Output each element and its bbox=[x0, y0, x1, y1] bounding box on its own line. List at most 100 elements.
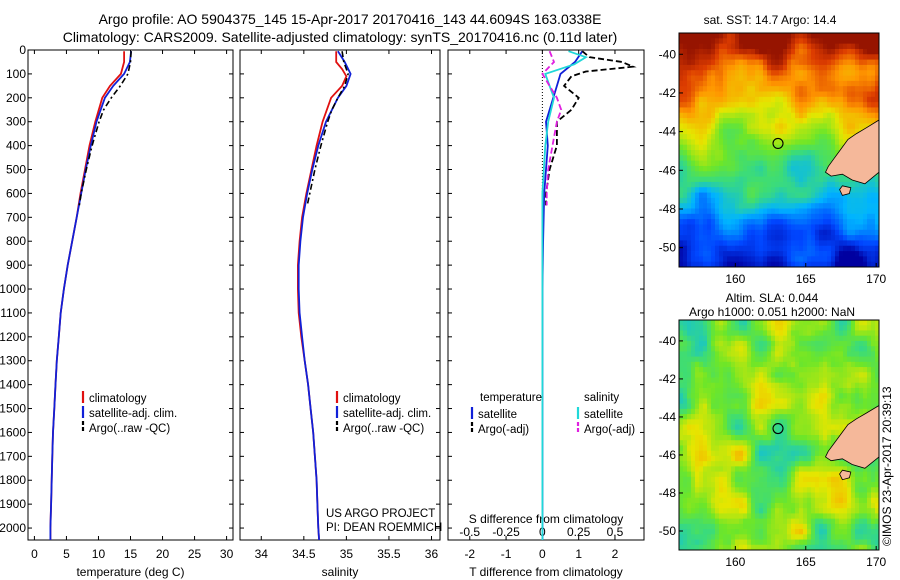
map-cell bbox=[803, 75, 808, 82]
map-cell bbox=[727, 54, 732, 60]
map-cell bbox=[687, 461, 692, 467]
map-cell bbox=[787, 377, 792, 384]
map-cell bbox=[815, 502, 820, 509]
map-cell bbox=[719, 245, 724, 252]
map-cell bbox=[739, 86, 744, 92]
map-cell bbox=[731, 544, 736, 551]
map-cell bbox=[731, 367, 736, 373]
map-cell bbox=[771, 123, 776, 130]
map-cell bbox=[803, 187, 808, 193]
map-cell bbox=[799, 86, 804, 92]
map-cell bbox=[867, 59, 872, 66]
map-cell bbox=[799, 382, 804, 389]
map-cell bbox=[819, 112, 824, 119]
map-cell bbox=[799, 445, 804, 452]
map-cell bbox=[811, 171, 816, 177]
map-cell bbox=[759, 91, 764, 98]
map-cell bbox=[695, 245, 700, 252]
map-cell bbox=[807, 445, 812, 452]
map-cell bbox=[755, 261, 760, 268]
map-cell bbox=[755, 382, 760, 389]
map-cell bbox=[863, 367, 868, 373]
map-cell bbox=[855, 534, 860, 540]
map-cell bbox=[687, 123, 692, 130]
map-cell bbox=[827, 502, 832, 509]
map-cell bbox=[739, 219, 744, 225]
depth-tick-label: 800 bbox=[6, 234, 26, 248]
map-cell bbox=[775, 245, 780, 252]
map-cell bbox=[811, 466, 816, 472]
map-cell bbox=[847, 508, 852, 514]
map-cell bbox=[703, 224, 708, 231]
map-cell bbox=[743, 487, 748, 493]
map-cell bbox=[687, 393, 692, 399]
map-cell bbox=[811, 367, 816, 373]
map-cell bbox=[839, 144, 844, 151]
map-cell bbox=[867, 219, 872, 225]
sst_map-ytick-label: -48 bbox=[659, 202, 677, 216]
map-cell bbox=[835, 497, 840, 504]
map-cell bbox=[783, 330, 788, 337]
map-cell bbox=[759, 461, 764, 467]
map-cell bbox=[751, 64, 756, 71]
map-cell bbox=[731, 497, 736, 504]
map-cell bbox=[807, 518, 812, 525]
map-cell bbox=[715, 123, 720, 130]
map-cell bbox=[683, 534, 688, 540]
map-cell bbox=[823, 107, 828, 114]
map-cell bbox=[831, 356, 836, 363]
map-cell bbox=[855, 335, 860, 342]
map-cell bbox=[783, 387, 788, 394]
map-cell bbox=[691, 187, 696, 193]
map-cell bbox=[727, 128, 732, 135]
map-cell bbox=[727, 80, 732, 87]
map-cell bbox=[859, 403, 864, 410]
map-cell bbox=[855, 70, 860, 76]
map-cell bbox=[687, 96, 692, 103]
depth-tick-label: 1000 bbox=[0, 282, 26, 296]
map-cell bbox=[787, 144, 792, 151]
map-cell bbox=[771, 54, 776, 60]
map-cell bbox=[707, 123, 712, 130]
map-cell bbox=[751, 482, 756, 488]
map-cell bbox=[719, 387, 724, 394]
map-cell bbox=[703, 43, 708, 50]
map-cell bbox=[679, 382, 684, 389]
map-cell bbox=[755, 102, 760, 108]
map-cell bbox=[843, 466, 848, 472]
map-cell bbox=[715, 325, 720, 331]
map-cell bbox=[691, 80, 696, 87]
map-cell bbox=[775, 466, 780, 472]
map-cell bbox=[707, 192, 712, 199]
map-cell bbox=[799, 192, 804, 199]
map-cell bbox=[743, 377, 748, 384]
map-cell bbox=[783, 346, 788, 352]
map-cell bbox=[711, 450, 716, 457]
map-cell bbox=[683, 356, 688, 363]
sla_map-xtick-label: 160 bbox=[725, 555, 745, 569]
map-cell bbox=[819, 502, 824, 509]
map-cell bbox=[755, 96, 760, 103]
map-cell bbox=[787, 471, 792, 478]
map-cell bbox=[835, 340, 840, 347]
map-cell bbox=[831, 513, 836, 520]
map-cell bbox=[799, 346, 804, 352]
map-cell bbox=[715, 419, 720, 425]
map-cell bbox=[751, 171, 756, 177]
map-cell bbox=[703, 171, 708, 177]
map-cell bbox=[819, 160, 824, 167]
map-cell bbox=[835, 330, 840, 337]
map-cell bbox=[683, 256, 688, 263]
map-cell bbox=[703, 320, 708, 326]
map-cell bbox=[747, 419, 752, 425]
map-cell bbox=[703, 508, 708, 514]
map-cell bbox=[691, 150, 696, 156]
map-cell bbox=[855, 414, 860, 420]
map-cell bbox=[839, 513, 844, 520]
map-cell bbox=[695, 502, 700, 509]
map-cell bbox=[819, 187, 824, 193]
map-cell bbox=[775, 43, 780, 50]
map-cell bbox=[811, 435, 816, 441]
map-cell bbox=[827, 424, 832, 431]
map-cell bbox=[799, 139, 804, 146]
